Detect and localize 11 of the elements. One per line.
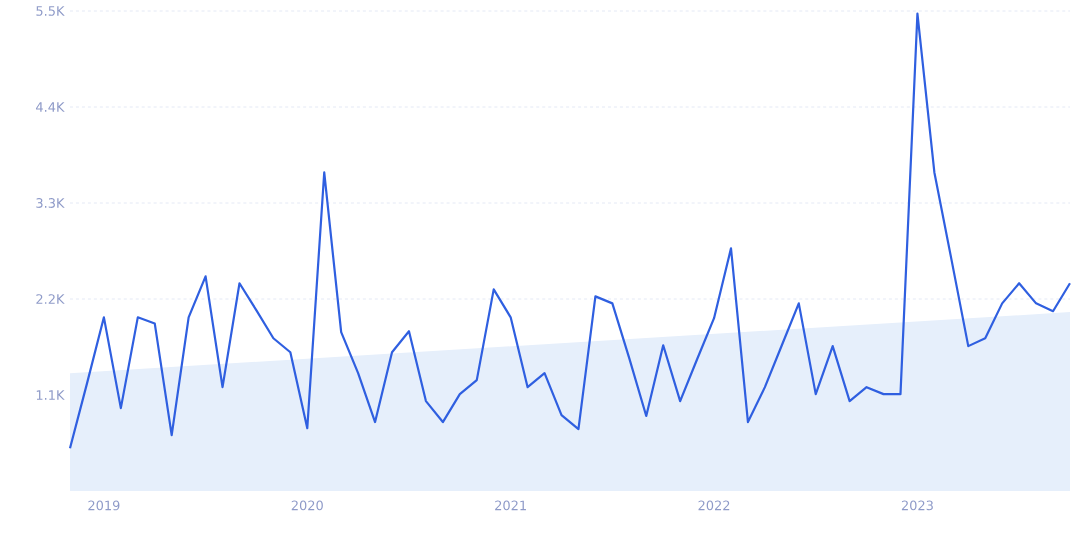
line-series	[68, 12, 1072, 450]
x-tick-label: 2023	[901, 500, 933, 511]
y-tick-label: 1.1K	[36, 390, 65, 400]
x-tick-label: 2021	[495, 500, 526, 511]
y-tick-label: 3.3K	[36, 198, 65, 208]
y-tick-label: 4.4K	[36, 102, 65, 112]
y-tick-label: 5.5K	[36, 6, 65, 16]
y-tick-label: 2.2K	[36, 294, 65, 304]
x-tick-label: 2022	[698, 500, 730, 511]
x-tick-label: 2019	[88, 500, 120, 511]
x-tick-label: 2020	[291, 500, 323, 511]
